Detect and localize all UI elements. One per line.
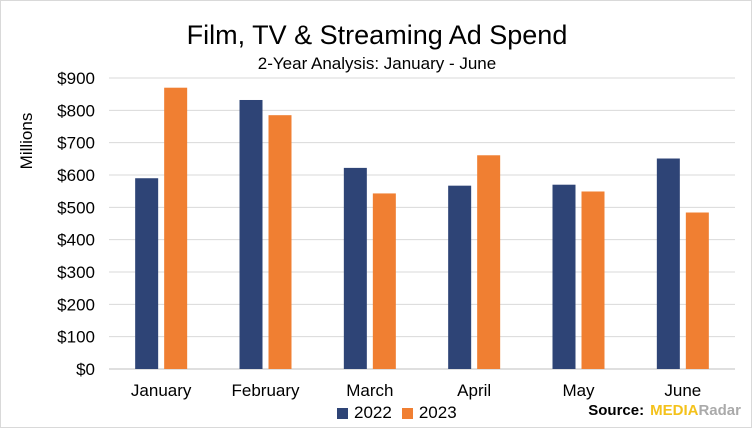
bar-2023-april [477, 155, 501, 369]
legend: 2022 2023 [337, 403, 467, 423]
y-tick-label: $100 [57, 328, 95, 347]
source-label: Source: [588, 402, 645, 419]
bar-2023-february [268, 115, 292, 369]
y-tick-label: $900 [57, 69, 95, 88]
y-tick-label: $0 [76, 360, 95, 379]
bar-2022-january [135, 178, 159, 369]
y-tick-label: $700 [57, 134, 95, 153]
chart-subtitle: 2-Year Analysis: January - June [257, 54, 497, 73]
bar-2023-march [372, 193, 396, 369]
y-tick-label: $400 [57, 231, 95, 250]
y-tick-label: $200 [57, 295, 95, 314]
brand-logo-radar: Radar [698, 402, 741, 419]
chart-title: Film, TV & Streaming Ad Spend [186, 20, 568, 50]
bar-2023-may [581, 191, 605, 369]
y-tick-label: $500 [57, 198, 95, 217]
legend-item-2023: 2023 [401, 403, 457, 423]
bar-2022-april [448, 185, 472, 369]
legend-label-2022: 2022 [354, 403, 392, 422]
legend-label-2023: 2023 [418, 403, 457, 422]
y-tick-label: $800 [57, 101, 95, 120]
legend-swatch-2022 [337, 407, 348, 419]
x-tick-label: February [231, 381, 300, 400]
bar-2023-june [685, 212, 709, 369]
legend-item-2022: 2022 [337, 403, 392, 423]
x-tick-label: April [457, 381, 491, 400]
legend-swatch-2023 [401, 407, 413, 419]
x-tick-label: March [346, 381, 393, 400]
x-tick-label: January [131, 381, 192, 400]
bar-2023-january [164, 87, 188, 369]
x-tick-label: May [562, 381, 595, 400]
bar-2022-march [343, 167, 367, 369]
bar-2022-june [656, 158, 680, 369]
x-tick-label: June [664, 381, 701, 400]
y-tick-label: $600 [57, 166, 95, 185]
brand-logo-media: MEDIA [650, 402, 699, 419]
source-credit: Source: MEDIA Radar [588, 402, 741, 419]
y-tick-label: $300 [57, 263, 95, 282]
bar-2022-february [239, 99, 263, 369]
bar-2022-may [552, 184, 576, 369]
